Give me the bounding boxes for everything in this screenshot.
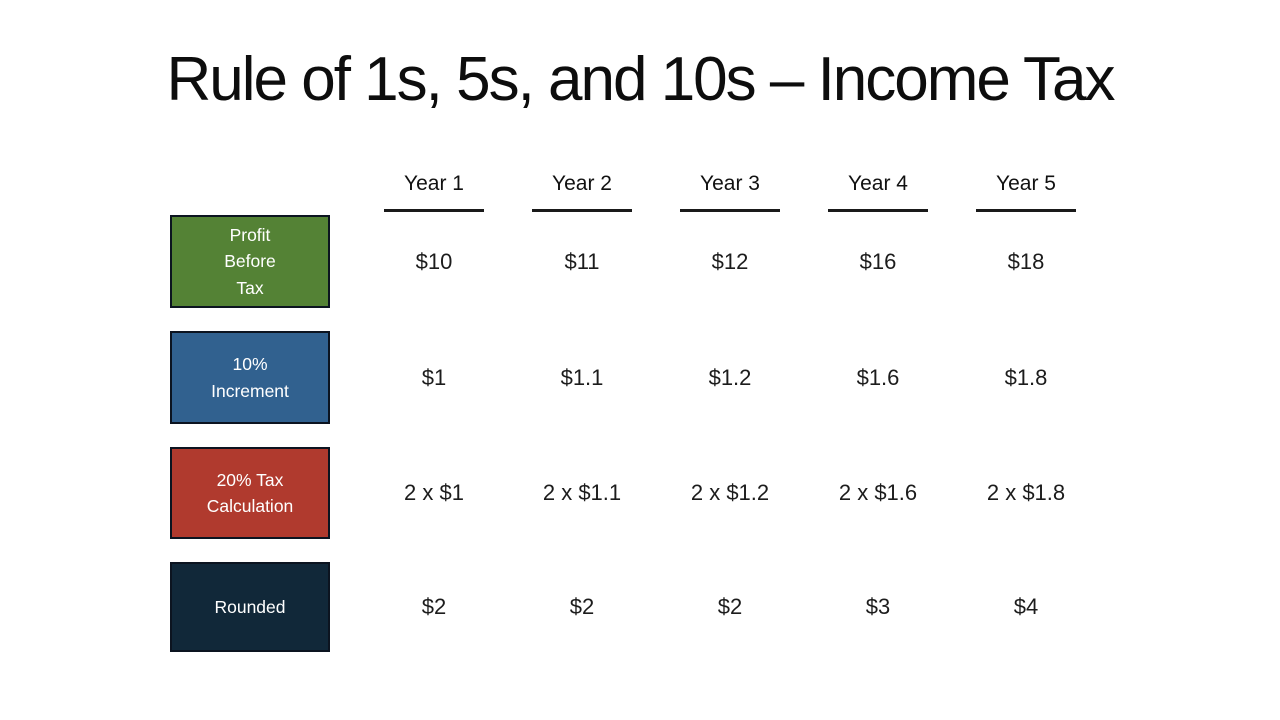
table-cell: $11 bbox=[564, 248, 600, 274]
row-label-20-percent-tax-calculation: 20% Tax Calculation bbox=[170, 447, 330, 539]
column-header-label: Year 2 bbox=[552, 172, 612, 195]
row-label-profit-before-tax: Profit Before Tax bbox=[170, 215, 330, 308]
column-header-label: Year 3 bbox=[700, 172, 760, 195]
column-header-year-1: Year 1 bbox=[360, 160, 508, 215]
table-cell: 2 x $1.8 bbox=[986, 480, 1066, 505]
table-cell: $2 bbox=[421, 594, 447, 619]
row-label-rounded: Rounded bbox=[170, 562, 330, 652]
column-header-year-3: Year 3 bbox=[656, 160, 804, 215]
table-cell: 2 x $1.1 bbox=[542, 480, 622, 505]
table-cell: 2 x $1 bbox=[404, 480, 464, 505]
column-header-label: Year 1 bbox=[404, 172, 464, 195]
table-cell: $1.8 bbox=[1004, 364, 1048, 390]
column-header-label: Year 4 bbox=[848, 172, 908, 195]
column-header-year-5: Year 5 bbox=[952, 160, 1100, 215]
column-header-year-4: Year 4 bbox=[804, 160, 952, 215]
column-header-label: Year 5 bbox=[996, 172, 1056, 195]
table-cell: $1.6 bbox=[856, 364, 900, 390]
table-cell: $3 bbox=[865, 594, 891, 619]
income-tax-table: Year 1 Year 2 Year 3 Year 4 Year 5 Profi… bbox=[170, 160, 1100, 652]
slide-title: Rule of 1s, 5s, and 10s – Income Tax bbox=[166, 45, 1115, 114]
table-cell: $4 bbox=[1013, 594, 1039, 619]
header-underline bbox=[680, 209, 780, 212]
table-cell: $1.2 bbox=[708, 364, 752, 390]
table-cell: $18 bbox=[1007, 248, 1045, 274]
table-cell: $1.1 bbox=[560, 364, 604, 390]
header-underline bbox=[976, 209, 1076, 212]
table-cell: $2 bbox=[717, 594, 743, 619]
column-header-year-2: Year 2 bbox=[508, 160, 656, 215]
table-cell: $12 bbox=[711, 248, 749, 274]
header-underline bbox=[532, 209, 632, 212]
table-cell: $1 bbox=[421, 364, 447, 390]
header-underline bbox=[384, 209, 484, 212]
table-cell: 2 x $1.2 bbox=[690, 480, 770, 505]
table-cell: $16 bbox=[859, 248, 897, 274]
header-underline bbox=[828, 209, 928, 212]
table-cell: $10 bbox=[415, 248, 453, 274]
table-cell: $2 bbox=[569, 594, 595, 619]
table-cell: 2 x $1.6 bbox=[838, 480, 918, 505]
row-label-10-percent-increment: 10% Increment bbox=[170, 331, 330, 424]
